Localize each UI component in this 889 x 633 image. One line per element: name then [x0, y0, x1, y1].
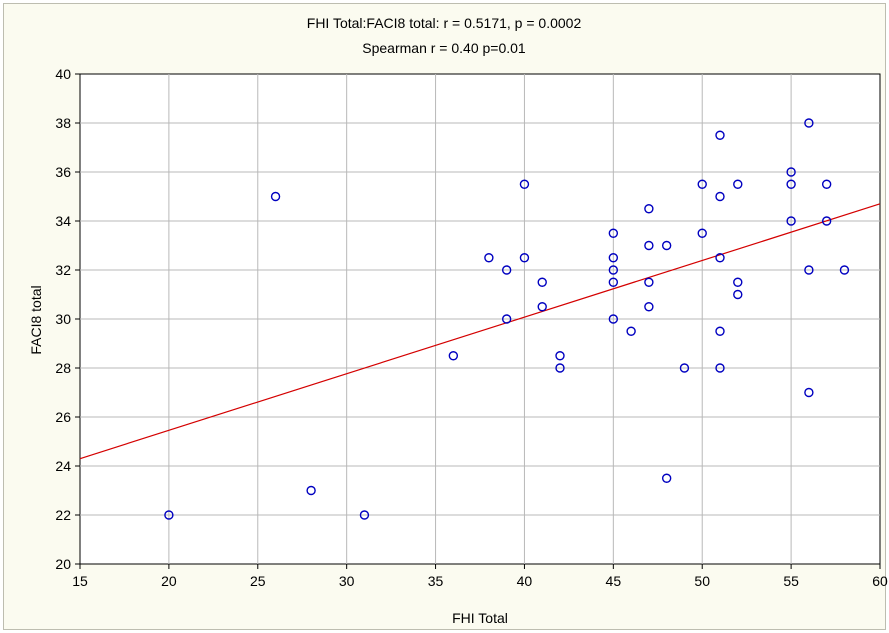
data-point [715, 326, 725, 336]
data-point [679, 363, 690, 373]
data-point [804, 118, 814, 128]
data-point [821, 179, 832, 189]
x-tick-label: 20 [161, 573, 177, 589]
y-tick-label: 24 [55, 458, 71, 474]
data-points [164, 118, 850, 520]
x-axis-ticks: 15 20 25 30 35 40 45 50 55 60 [72, 564, 888, 589]
data-point [608, 253, 619, 263]
data-point [644, 240, 654, 251]
data-point [608, 228, 619, 238]
y-tick-label: 32 [55, 262, 71, 278]
data-point [306, 485, 316, 496]
data-point [733, 277, 743, 287]
y-tick-label: 36 [55, 164, 71, 180]
data-point [555, 363, 565, 373]
x-tick-label: 50 [694, 573, 710, 589]
x-tick-label: 45 [606, 573, 622, 589]
x-tick-label: 55 [783, 573, 799, 589]
data-point [555, 351, 565, 361]
x-tick-label: 40 [517, 573, 533, 589]
data-point [733, 289, 743, 300]
chart-title: FHI Total:FACI8 total: r = 0.5171, p = 0… [307, 15, 582, 31]
data-point [821, 216, 832, 226]
y-tick-label: 38 [55, 115, 71, 131]
grid-lines [80, 74, 880, 564]
y-axis-label: FACI8 total [28, 285, 44, 354]
data-point [608, 277, 619, 287]
data-point [270, 191, 281, 202]
data-point [661, 473, 672, 483]
x-tick-label: 35 [428, 573, 444, 589]
x-tick-label: 25 [250, 573, 266, 589]
data-point [501, 265, 512, 275]
data-point [537, 277, 547, 287]
data-point [537, 302, 547, 312]
data-point [715, 253, 725, 263]
x-tick-label: 60 [872, 573, 888, 589]
data-point [359, 510, 370, 520]
regression-line [79, 203, 881, 460]
data-point [733, 179, 743, 189]
chart-subtitle: Spearman r = 0.40 p=0.01 [362, 40, 526, 56]
data-point [448, 351, 459, 361]
data-point [644, 302, 654, 312]
data-point [804, 387, 814, 398]
x-tick-label: 15 [72, 573, 88, 589]
data-point [484, 253, 494, 263]
y-tick-label: 34 [55, 213, 71, 229]
data-point [697, 228, 707, 238]
data-point [608, 265, 619, 275]
data-point [715, 130, 725, 140]
y-tick-label: 30 [55, 311, 71, 327]
y-tick-label: 26 [55, 409, 71, 425]
data-point [839, 265, 850, 275]
data-point [519, 179, 530, 189]
data-point [786, 167, 796, 177]
data-point [519, 253, 530, 263]
data-point [644, 277, 654, 287]
data-point [715, 191, 725, 202]
y-tick-label: 40 [55, 66, 71, 82]
data-point [697, 179, 707, 189]
x-tick-label: 30 [339, 573, 355, 589]
data-point [608, 314, 619, 324]
data-point [661, 240, 672, 251]
x-axis-label: FHI Total [452, 610, 508, 626]
data-point [501, 314, 512, 324]
data-point [626, 326, 636, 336]
data-point [164, 510, 174, 520]
data-point [786, 216, 796, 226]
y-tick-label: 20 [55, 556, 71, 572]
data-point [715, 363, 725, 373]
y-axis-ticks: 20 22 24 26 28 30 32 34 36 38 40 [55, 66, 80, 572]
data-point [786, 179, 796, 189]
y-tick-label: 22 [55, 507, 71, 523]
data-point [644, 204, 654, 214]
data-point [804, 265, 814, 275]
y-tick-label: 28 [55, 360, 71, 376]
